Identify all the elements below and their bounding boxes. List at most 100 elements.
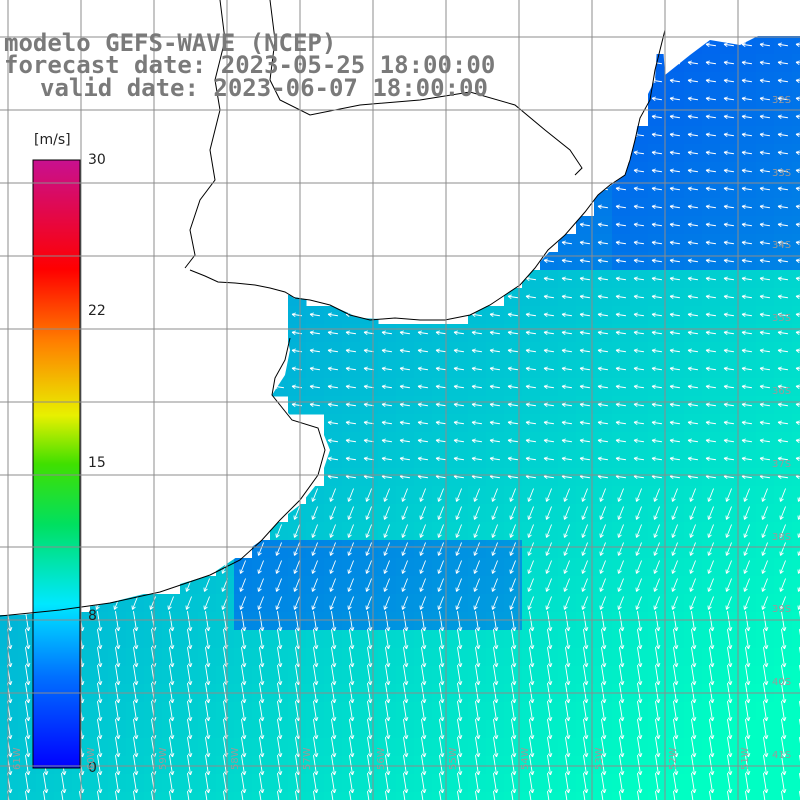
- wind-arrow-head: [637, 645, 641, 650]
- wind-arrow-head: [442, 770, 445, 776]
- wind-arrow: [453, 331, 465, 335]
- wind-arrow-head: [496, 680, 499, 686]
- field-cell: [594, 792, 613, 800]
- wind-arrow: [510, 791, 514, 800]
- wind-arrow-head: [327, 348, 332, 351]
- wind-arrow-head: [651, 114, 656, 117]
- wind-arrow: [420, 791, 424, 800]
- wind-arrow: [600, 773, 606, 793]
- wind-arrow-head: [532, 662, 535, 668]
- wind-arrow: [525, 439, 537, 443]
- wind-arrow-head: [651, 276, 656, 279]
- wind-arrow: [651, 367, 663, 371]
- wind-arrow: [543, 457, 555, 461]
- wind-arrow: [705, 277, 717, 281]
- wind-arrow: [489, 403, 501, 407]
- wind-arrow-head: [312, 516, 316, 520]
- wind-arrow: [705, 457, 717, 461]
- wind-arrow-head: [82, 680, 85, 686]
- wind-arrow-head: [370, 626, 373, 632]
- wind-arrow-head: [705, 258, 710, 261]
- wind-arrow-head: [478, 680, 481, 686]
- wind-arrow-head: [402, 570, 406, 574]
- wind-arrow: [384, 596, 390, 610]
- wind-arrow-head: [694, 716, 697, 722]
- wind-arrow: [96, 737, 102, 757]
- wind-arrow-head: [420, 534, 424, 538]
- wind-arrow: [597, 457, 609, 461]
- wind-arrow-head: [514, 644, 517, 650]
- wind-arrow-head: [327, 330, 332, 333]
- wind-arrow-head: [403, 717, 407, 722]
- wind-arrow: [741, 403, 753, 407]
- wind-arrow: [687, 313, 699, 317]
- wind-arrow: [741, 79, 753, 83]
- wind-arrow-head: [259, 699, 263, 704]
- wind-arrow-head: [295, 789, 299, 794]
- wind-arrow-head: [471, 349, 476, 354]
- wind-arrow: [651, 421, 663, 425]
- wind-arrow-head: [543, 366, 548, 369]
- wind-arrow: [741, 349, 753, 353]
- wind-arrow: [561, 313, 573, 317]
- wind-arrow: [309, 313, 321, 317]
- wind-arrow-head: [579, 313, 584, 318]
- wind-arrow: [402, 719, 408, 739]
- wind-arrow-head: [316, 734, 319, 740]
- wind-arrow: [546, 755, 552, 775]
- wind-arrow-head: [759, 259, 764, 264]
- wind-arrow-head: [511, 753, 515, 758]
- wind-arrow: [312, 719, 318, 739]
- lon-label: 58W: [230, 747, 241, 770]
- wind-arrow: [507, 349, 519, 353]
- wind-arrow-head: [561, 258, 566, 261]
- wind-arrow-head: [489, 475, 494, 480]
- wind-arrow-head: [694, 788, 697, 794]
- wind-arrow: [438, 647, 444, 667]
- wind-arrow: [690, 755, 696, 775]
- wind-arrow-head: [597, 294, 602, 297]
- wind-arrow: [636, 629, 642, 649]
- wind-arrow-head: [442, 698, 445, 704]
- wind-arrow: [453, 367, 465, 371]
- wind-arrow-head: [244, 680, 247, 686]
- wind-arrow: [690, 701, 696, 721]
- wind-arrow-head: [669, 97, 674, 102]
- wind-arrow-head: [780, 552, 784, 556]
- field-cell: [126, 792, 145, 800]
- wind-arrow: [402, 737, 408, 757]
- wind-arrow-head: [511, 735, 515, 740]
- field-cell: [108, 792, 127, 800]
- wind-arrow: [489, 439, 501, 443]
- wind-arrow-head: [345, 402, 350, 405]
- wind-arrow-head: [316, 698, 319, 704]
- wind-arrow-head: [741, 420, 746, 423]
- wind-arrow-head: [262, 752, 265, 758]
- wind-arrow-head: [651, 187, 656, 192]
- wind-arrow-head: [586, 734, 589, 740]
- wind-arrow-head: [424, 734, 427, 740]
- wind-arrow-head: [7, 627, 11, 632]
- wind-arrow: [579, 403, 591, 407]
- wind-arrow-head: [777, 439, 782, 444]
- wind-arrow-head: [651, 96, 656, 99]
- wind-arrow-head: [399, 457, 404, 462]
- wind-arrow: [168, 719, 174, 739]
- wind-vectors: [6, 42, 800, 800]
- wind-arrow-head: [313, 771, 317, 776]
- wind-arrow-head: [352, 752, 355, 758]
- wind-arrow: [420, 506, 426, 520]
- wind-arrow: [708, 755, 714, 775]
- wind-arrow-head: [330, 534, 334, 538]
- wind-arrow-head: [795, 223, 800, 228]
- wind-arrow: [525, 457, 537, 461]
- wind-arrow: [795, 259, 800, 262]
- wind-arrow-head: [345, 366, 350, 369]
- wind-arrow: [687, 61, 699, 65]
- wind-arrow-head: [547, 771, 551, 776]
- wind-arrow: [312, 629, 318, 649]
- wind-arrow: [654, 506, 660, 520]
- wind-arrow-head: [795, 205, 800, 210]
- wind-arrow-head: [640, 788, 643, 794]
- wind-arrow-head: [496, 752, 499, 758]
